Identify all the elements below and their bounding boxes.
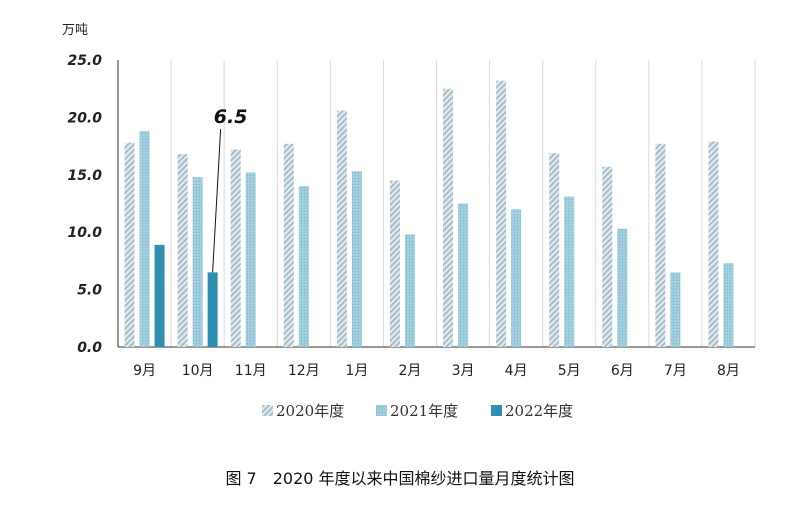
x-tick-label: 2月 xyxy=(398,363,421,379)
figure-caption: 图 7 2020 年度以来中国棉纱进口量月度统计图 xyxy=(225,469,574,488)
bar-2020年度-9月 xyxy=(124,142,135,347)
bar-2022年度-10月 xyxy=(207,272,218,347)
x-tick-label: 9月 xyxy=(133,363,156,379)
bar-2021年度-1月 xyxy=(351,171,362,347)
bar-2020年度-2月 xyxy=(389,180,400,347)
legend-label-2021年度: 2021年度 xyxy=(390,402,458,420)
x-tick-label: 8月 xyxy=(717,363,740,379)
x-tick-label: 1月 xyxy=(345,363,368,379)
y-tick-label: 20.0 xyxy=(67,110,102,126)
legend-swatch-2021年度 xyxy=(376,405,387,416)
bar-2021年度-8月 xyxy=(723,263,734,347)
x-tick-label: 10月 xyxy=(182,363,214,379)
y-tick-label: 5.0 xyxy=(77,283,102,299)
bar-2020年度-3月 xyxy=(443,88,454,347)
bar-2020年度-12月 xyxy=(283,143,294,347)
bar-2021年度-5月 xyxy=(564,196,575,347)
y-tick-label: 0.0 xyxy=(77,340,102,356)
legend-label-2022年度: 2022年度 xyxy=(505,402,573,420)
legend-swatch-2022年度 xyxy=(491,405,502,416)
bars xyxy=(124,80,734,348)
x-tick-label: 11月 xyxy=(235,363,267,379)
bar-2021年度-6月 xyxy=(617,228,628,347)
x-tick-label: 5月 xyxy=(558,363,581,379)
bar-2020年度-1月 xyxy=(336,110,347,348)
bar-2021年度-9月 xyxy=(139,131,150,347)
bar-2021年度-10月 xyxy=(192,177,203,347)
legend-swatch-2020年度 xyxy=(262,405,273,416)
y-tick-label: 10.0 xyxy=(67,225,102,241)
gridlines xyxy=(117,60,756,348)
bar-2020年度-10月 xyxy=(177,154,188,347)
annotation-leader-line xyxy=(212,129,222,273)
x-tick-label: 12月 xyxy=(288,363,320,379)
x-tick-label: 6月 xyxy=(611,363,634,379)
x-tick-label: 7月 xyxy=(664,363,687,379)
bar-2020年度-11月 xyxy=(230,149,241,347)
x-tick-label: 3月 xyxy=(452,363,475,379)
bar-2021年度-3月 xyxy=(458,203,469,347)
bar-2021年度-7月 xyxy=(670,272,681,347)
legend: 2020年度 2021年度 2022年度 xyxy=(262,402,573,420)
bar-2020年度-5月 xyxy=(549,152,560,347)
x-tick-label: 4月 xyxy=(505,363,528,379)
x-tick-labels: 9月 10月 11月 12月 1月 2月 3月 4月 5月 6月 7月 8月 xyxy=(133,363,740,379)
bar-2022年度-9月 xyxy=(154,244,165,347)
bar-2020年度-6月 xyxy=(602,166,613,347)
bar-2020年度-8月 xyxy=(708,141,719,347)
annotation-label: 6.5 xyxy=(214,106,248,128)
bar-2020年度-7月 xyxy=(655,143,666,347)
y-tick-labels: 0.0 5.0 10.0 15.0 20.0 25.0 xyxy=(67,53,102,356)
y-axis-unit-label: 万吨 xyxy=(62,23,88,38)
legend-label-2020年度: 2020年度 xyxy=(276,402,344,420)
bar-2021年度-11月 xyxy=(245,172,256,347)
y-tick-label: 15.0 xyxy=(67,168,102,184)
y-tick-label: 25.0 xyxy=(67,53,102,69)
bar-2021年度-4月 xyxy=(511,209,522,347)
annotation: 6.5 xyxy=(212,106,248,273)
bar-2021年度-2月 xyxy=(404,234,415,347)
bar-2021年度-12月 xyxy=(298,186,309,347)
bar-2020年度-4月 xyxy=(496,80,507,347)
